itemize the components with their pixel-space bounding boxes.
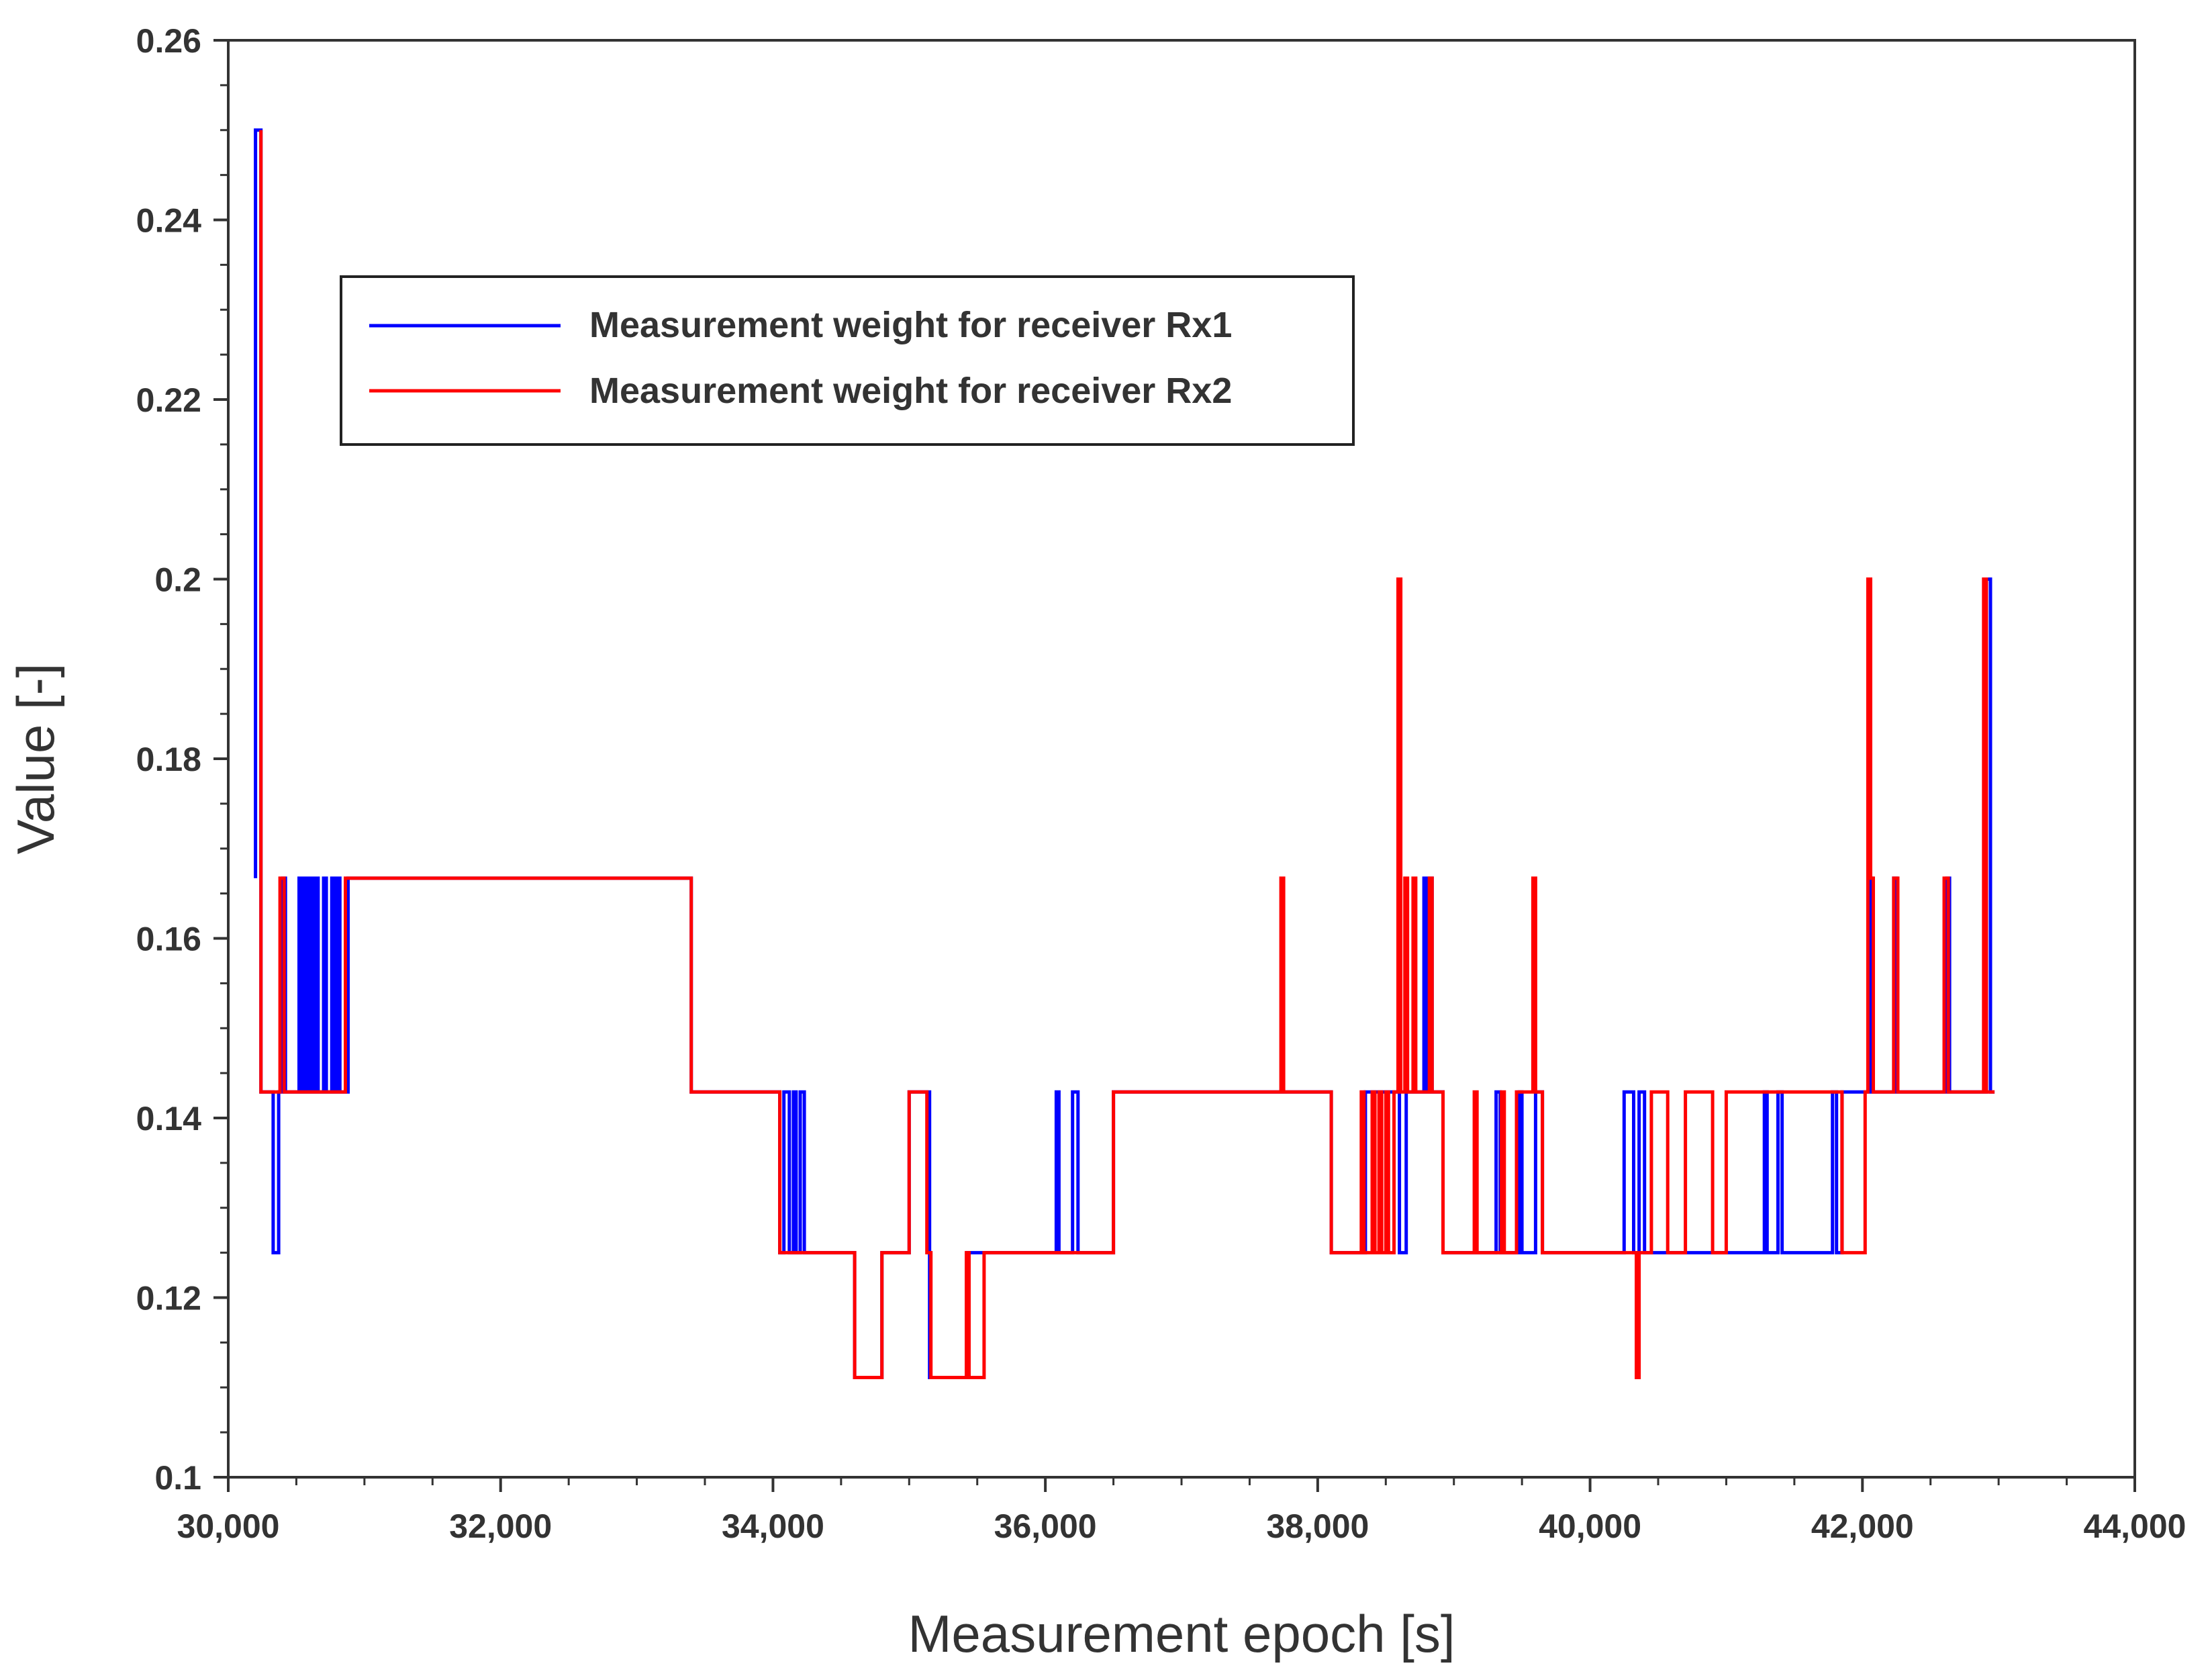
x-tick-label: 38,000 <box>1266 1507 1369 1545</box>
y-axis-ticks: 0.1 0.12 0.14 0.16 0.18 0.2 0.22 0.24 0.26 <box>136 22 228 1497</box>
x-axis-label: Measurement epoch [s] <box>908 1604 1455 1663</box>
x-tick-label: 44,000 <box>2084 1507 2186 1545</box>
y-tick-label: 0.22 <box>136 381 201 419</box>
y-tick-label: 0.26 <box>136 22 201 60</box>
y-tick-label: 0.2 <box>154 561 201 599</box>
x-tick-label: 40,000 <box>1539 1507 1641 1545</box>
x-tick-label: 30,000 <box>177 1507 280 1545</box>
y-axis-label: Value [-] <box>6 663 65 855</box>
y-tick-label: 0.18 <box>136 741 201 778</box>
y-tick-label: 0.14 <box>136 1100 202 1137</box>
legend-label-rx2: Measurement weight for receiver Rx2 <box>589 371 1232 411</box>
chart-legend: Measurement weight for receiver Rx1 Meas… <box>340 275 1355 446</box>
x-tick-label: 32,000 <box>449 1507 552 1545</box>
x-tick-label: 42,000 <box>1811 1507 1914 1545</box>
x-axis-ticks: 30,000 32,000 34,000 36,000 38,000 40,000 42,0… <box>177 1477 2186 1545</box>
y-tick-label: 0.1 <box>154 1459 201 1497</box>
series-line-rx2 <box>259 130 1995 1379</box>
series-group <box>254 128 1995 1379</box>
legend-label-rx1: Measurement weight for receiver Rx1 <box>589 305 1232 345</box>
y-tick-label: 0.16 <box>136 921 201 958</box>
y-tick-label: 0.24 <box>136 202 202 240</box>
x-tick-label: 36,000 <box>994 1507 1097 1545</box>
legend-box <box>340 275 1355 446</box>
x-tick-label: 34,000 <box>722 1507 824 1545</box>
y-tick-label: 0.12 <box>136 1280 201 1317</box>
